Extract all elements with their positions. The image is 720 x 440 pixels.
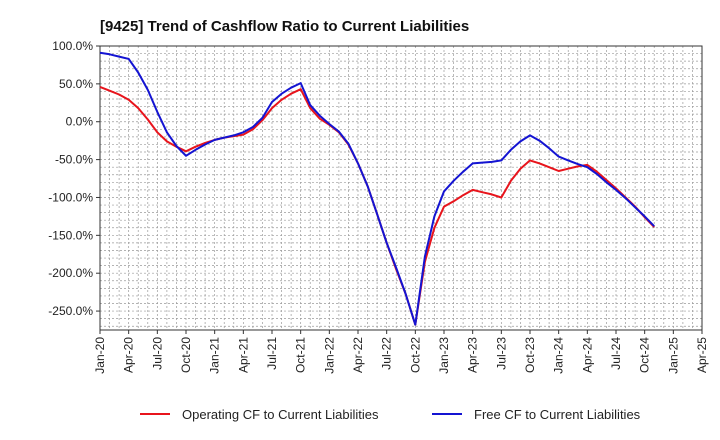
x-tick-label: Jul-23: [494, 337, 508, 370]
x-tick-label: Apr-24: [580, 337, 594, 373]
x-tick-label: Apr-21: [236, 337, 250, 373]
x-tick-label: Apr-25: [695, 337, 709, 373]
legend: Operating CF to Current Liabilities Free …: [140, 407, 641, 422]
x-tick-label: Oct-23: [523, 337, 537, 373]
legend-label: Operating CF to Current Liabilities: [182, 407, 379, 422]
x-tick-label: Apr-20: [122, 337, 136, 373]
x-tick-label: Oct-22: [408, 337, 422, 373]
x-tick-label: Oct-20: [179, 337, 193, 373]
x-tick-label: Oct-21: [294, 337, 308, 373]
x-tick-label: Jan-24: [552, 337, 566, 374]
x-tick-label: Jul-24: [609, 337, 623, 370]
x-tick-label: Apr-22: [351, 337, 365, 373]
y-tick-label: -200.0%: [48, 266, 93, 280]
y-tick-label: -100.0%: [48, 190, 93, 204]
x-tick-label: Jan-23: [437, 337, 451, 374]
x-tick-label: Oct-24: [638, 337, 652, 373]
plot-border: [99, 45, 703, 331]
x-tick-label: Apr-23: [466, 337, 480, 373]
y-tick-label: 100.0%: [52, 39, 93, 53]
x-tick-label: Jan-25: [666, 337, 680, 374]
gridlines: [99, 45, 703, 330]
x-tick-label: Jul-22: [380, 337, 394, 370]
legend-label: Free CF to Current Liabilities: [474, 407, 641, 422]
y-tick-label: -250.0%: [48, 304, 93, 318]
x-tick-label: Jan-21: [208, 337, 222, 374]
y-tick-label: 50.0%: [59, 77, 93, 91]
plot-background: [100, 46, 702, 330]
x-tick-label: Jan-22: [322, 337, 336, 374]
chart-title: [9425] Trend of Cashflow Ratio to Curren…: [100, 18, 469, 35]
x-tick-label: Jul-21: [265, 337, 279, 370]
x-tick-label: Jul-20: [150, 337, 164, 370]
x-tick-label: Jan-20: [93, 337, 107, 374]
series-line-free-cf: [99, 51, 655, 326]
y-tick-label: -150.0%: [48, 228, 93, 242]
plot-area: 100.0% 50.0% 0.0% -50.0% -100.0% -150.0% -200.…: [48, 39, 709, 374]
y-tick-label: 0.0%: [66, 115, 94, 129]
y-tick-label: -50.0%: [55, 153, 93, 167]
